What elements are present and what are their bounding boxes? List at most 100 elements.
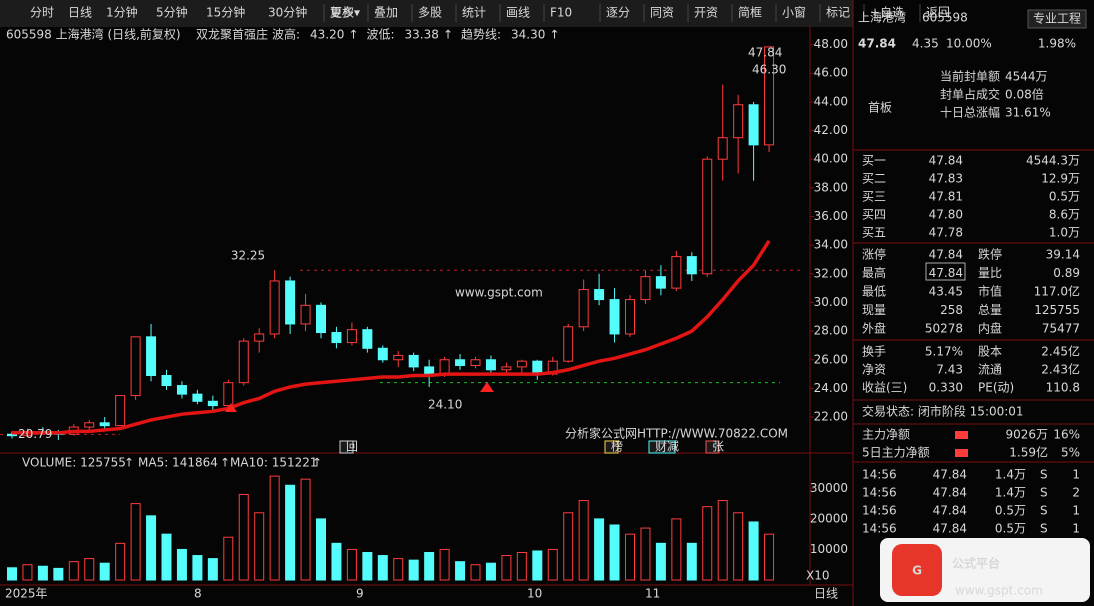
y-tick-label: 42.00 [814,123,848,137]
toolbar-button[interactable]: 返回 [926,6,950,20]
y-tick-label: 34.00 [814,238,848,252]
toolbar-tab[interactable]: 30分钟 [268,5,307,20]
toolbar-button[interactable]: 开资 [694,6,718,20]
volume-bar [207,558,218,581]
trade-volume: 0.5万 [995,504,1026,518]
toolbar-button[interactable]: 复权 [330,6,354,20]
volume-bar [377,555,388,581]
stat-label: 最高 [862,265,886,280]
candle-body [362,329,373,349]
toolbar-tab[interactable]: 日线 [68,6,92,20]
bid-price: 47.83 [929,172,963,186]
toolbar-button[interactable]: 逐分 [606,6,630,20]
trade-side: S [1040,504,1048,518]
finance-label: PE(动) [978,381,1014,395]
volume-bar [764,533,775,581]
tag-value: 1.98% [1038,37,1076,51]
stock-code: 605598 [922,11,968,25]
candle-body [516,360,527,368]
flow-bar [955,431,968,439]
toolbar-button[interactable]: 简框 [738,6,762,20]
volume-bar [655,542,666,581]
watermark: www.gspt.com [455,286,543,300]
stat-label: 跌停 [978,247,1002,262]
toolbar-tab[interactable]: 更多▾ [330,6,360,20]
candle-body [563,326,574,362]
toolbar-tab[interactable]: 15分钟 [206,5,245,20]
indicator-label: 波低: [367,28,395,42]
toolbar-button[interactable]: 同资 [650,6,674,20]
price: 47.84 [858,37,896,51]
seal-value: 31.61% [1005,106,1051,120]
price-mark: 24.10 [428,397,462,411]
toolbar-button[interactable]: 画线 [506,6,530,20]
volume-bar [300,478,311,581]
candle-body [717,137,728,160]
ma10-arrow: ↑ [312,456,322,470]
finance-label: 换手 [862,345,886,359]
volume-bar [7,567,17,581]
price-mark: 20.79 [18,427,52,441]
stat-label: 内盘 [978,321,1002,336]
finance-label: 流通 [978,363,1002,377]
trade-price: 47.84 [933,468,967,482]
stat-value: 47.84 [929,248,963,262]
stat-value: 125755 [1034,303,1080,317]
volume-bar [439,548,450,581]
bid-label: 买一 [862,154,886,168]
volume-label: VOLUME: 125755 [22,456,126,470]
x-label: 10 [527,587,542,601]
toolbar-tab[interactable]: 1分钟 [106,5,138,20]
toolbar-button[interactable]: +自选 [870,6,904,20]
toolbar-button[interactable]: 统计 [462,6,486,20]
seal-label: 当前封单额 [940,69,1000,84]
flow-bar [955,449,968,457]
stat-label: 涨停 [862,247,886,262]
stat-value: 39.14 [1046,248,1080,262]
stat-label: 现量 [862,303,886,317]
bid-label: 买四 [862,208,886,222]
high-box [925,262,966,281]
volume-bar [501,555,512,581]
volume-bar [115,542,126,581]
candle-body [192,393,203,402]
stat-value: 75477 [1042,322,1080,336]
trade-side: S [1040,486,1048,500]
bid-price: 47.78 [929,226,963,240]
toolbar-button[interactable]: F10 [550,6,572,20]
candle-body [393,354,404,361]
y-tick-label: 28.00 [814,324,848,338]
toolbar-button[interactable]: 小窗 [782,6,806,20]
candle-body [346,329,357,344]
toolbar-button[interactable]: 标记 [826,6,850,20]
trade-side: S [1040,468,1048,482]
trend-line [12,239,771,435]
bid-label: 买二 [862,172,886,186]
volume-bar [146,515,157,581]
y-tick-label: 22.00 [814,410,848,424]
seal-value: 4544万 [1005,70,1048,84]
finance-label: 净资 [862,363,886,377]
y-tick-label: 44.00 [814,94,848,108]
y-tick-label: 46.00 [814,66,848,80]
trade-price: 47.84 [933,522,967,536]
candle-body [455,359,466,366]
toolbar-button[interactable]: 多股 [418,6,442,20]
signal-arrow [480,382,494,392]
badge-box [604,440,619,454]
toolbar-tab[interactable]: 5分钟 [156,5,188,20]
volume-bar [84,558,95,581]
toolbar-tab[interactable]: 分时 [30,6,54,20]
trade-count: 1 [1072,504,1080,518]
stat-value: 0.89 [1053,266,1080,280]
stat-value: 47.84 [929,266,963,280]
trade-count: 1 [1072,522,1080,536]
candle-body [285,280,296,325]
volume-bar [424,552,435,581]
toolbar-button[interactable]: 叠加 [374,6,398,20]
volume-bar [269,475,280,581]
badge-box [705,440,720,454]
toolbar [0,0,853,27]
indicator-label: 趋势线: [461,28,501,42]
y-tick-label: 38.00 [814,180,848,194]
